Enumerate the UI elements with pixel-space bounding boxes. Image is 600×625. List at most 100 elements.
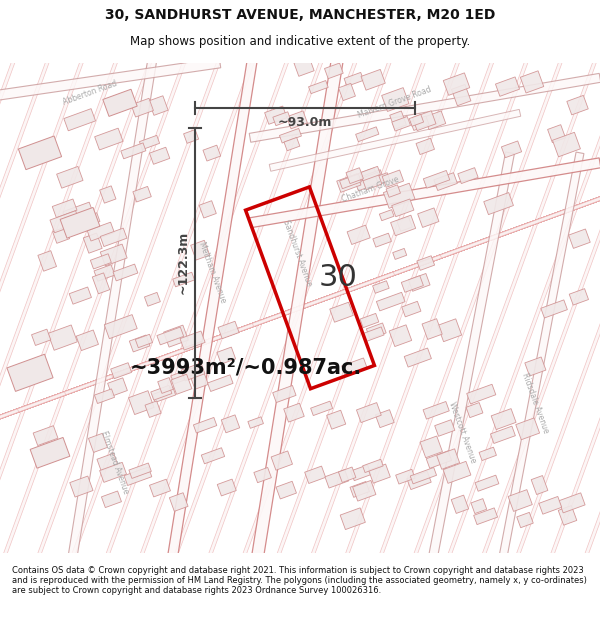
Bar	[379, 209, 394, 221]
Bar	[491, 409, 516, 429]
Bar	[110, 362, 131, 379]
Bar	[91, 254, 112, 269]
Bar	[201, 448, 224, 464]
Bar	[392, 199, 414, 217]
Bar	[149, 479, 170, 497]
Bar	[151, 386, 172, 400]
Bar	[50, 211, 80, 232]
Polygon shape	[0, 374, 113, 625]
Polygon shape	[0, 289, 347, 625]
Bar	[32, 329, 51, 346]
Bar	[104, 314, 137, 339]
Bar	[531, 476, 548, 494]
Bar	[88, 433, 107, 452]
Bar	[356, 176, 378, 191]
Polygon shape	[196, 25, 600, 625]
Bar	[221, 415, 240, 432]
Polygon shape	[0, 186, 600, 600]
Polygon shape	[158, 0, 600, 361]
Text: Map shows position and indicative extent of the property.: Map shows position and indicative extent…	[130, 35, 470, 48]
Bar	[390, 111, 406, 129]
Bar	[467, 384, 496, 404]
Bar	[392, 248, 407, 259]
Bar	[558, 506, 577, 525]
Bar	[383, 183, 415, 208]
Bar	[451, 84, 471, 106]
Bar	[265, 106, 287, 124]
Polygon shape	[179, 0, 592, 625]
Bar	[367, 323, 386, 339]
Text: 30: 30	[319, 263, 358, 292]
Polygon shape	[0, 306, 301, 625]
Polygon shape	[0, 152, 600, 566]
Bar	[190, 371, 208, 389]
Bar	[360, 166, 380, 181]
Bar	[473, 508, 497, 524]
Bar	[404, 348, 431, 367]
Bar	[92, 273, 110, 294]
Bar	[397, 217, 412, 231]
Bar	[129, 463, 151, 478]
Bar	[496, 77, 520, 96]
Bar	[553, 132, 580, 157]
Polygon shape	[110, 0, 524, 625]
Polygon shape	[59, 0, 473, 625]
Polygon shape	[0, 16, 600, 429]
Polygon shape	[249, 158, 600, 228]
Bar	[76, 330, 98, 351]
Polygon shape	[42, 0, 455, 625]
Bar	[437, 319, 461, 342]
Bar	[341, 358, 367, 376]
Bar	[502, 141, 521, 158]
Bar	[254, 468, 271, 482]
Bar	[351, 465, 371, 481]
Bar	[401, 276, 424, 292]
Bar	[567, 96, 588, 115]
Bar	[208, 375, 233, 391]
Bar	[376, 292, 405, 311]
Bar	[124, 467, 152, 486]
Bar	[152, 387, 176, 402]
Bar	[559, 493, 585, 513]
Text: Ridsdale Avenue: Ridsdale Avenue	[520, 371, 550, 434]
Bar	[130, 335, 150, 352]
Polygon shape	[249, 73, 600, 142]
Bar	[145, 401, 161, 418]
Bar	[287, 111, 307, 129]
Bar	[181, 363, 205, 381]
Polygon shape	[247, 166, 600, 625]
Bar	[516, 418, 539, 440]
Text: Westcott Avenue: Westcott Avenue	[447, 401, 477, 464]
Bar	[149, 96, 168, 116]
Polygon shape	[0, 0, 387, 543]
Bar	[340, 174, 361, 189]
Bar	[410, 116, 429, 131]
Bar	[33, 139, 55, 158]
Polygon shape	[440, 0, 600, 258]
Bar	[272, 386, 296, 402]
Bar	[171, 368, 197, 384]
Polygon shape	[298, 308, 600, 625]
Polygon shape	[0, 323, 254, 625]
Bar	[520, 71, 544, 93]
Bar	[100, 186, 116, 203]
Bar	[443, 73, 470, 96]
Bar	[356, 402, 381, 422]
Polygon shape	[253, 0, 600, 326]
Polygon shape	[249, 42, 346, 574]
Bar	[70, 476, 93, 497]
Bar	[409, 114, 424, 126]
Bar	[569, 289, 589, 305]
Bar	[19, 136, 62, 169]
Bar	[87, 222, 115, 241]
Bar	[356, 168, 377, 184]
Bar	[94, 265, 115, 281]
Text: Chatham Grove: Chatham Grove	[340, 175, 400, 204]
Polygon shape	[0, 84, 600, 498]
Polygon shape	[299, 0, 600, 309]
Polygon shape	[205, 0, 600, 344]
Polygon shape	[0, 67, 600, 481]
Bar	[490, 426, 515, 444]
Bar	[284, 138, 300, 151]
Polygon shape	[425, 152, 514, 574]
